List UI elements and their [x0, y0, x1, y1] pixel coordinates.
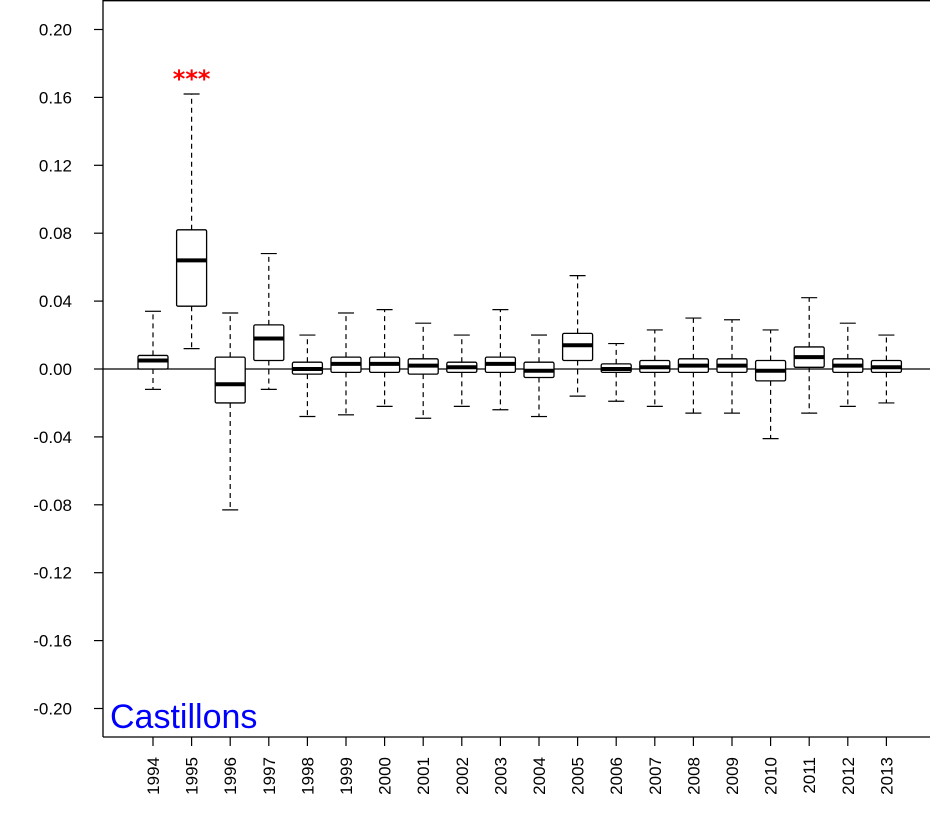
- x-tick-label: 2012: [839, 757, 858, 795]
- x-tick-label: 2000: [376, 757, 395, 795]
- x-axis: 1994 1995 1996 1997 1998 1999 2000 2001 2002 2003…: [144, 737, 896, 795]
- x-tick-label: 2013: [877, 757, 896, 795]
- y-tick-label: 0.20: [39, 21, 72, 40]
- box-2008: [677, 317, 710, 414]
- box-2013: [870, 334, 903, 404]
- box-2006: [600, 342, 632, 402]
- y-tick-label: -0.16: [33, 632, 72, 651]
- y-axis: 0.20 0.16 0.12 0.08 0.04 0.00 -0.04 -0.08 -0.12 -…: [33, 21, 103, 719]
- y-tick-label: -0.08: [33, 496, 72, 515]
- significance-marker: ***: [173, 65, 211, 93]
- x-tick-label: 2009: [723, 757, 742, 795]
- x-tick-label: 2004: [530, 757, 549, 795]
- box-1998: [291, 334, 324, 418]
- x-tick-label: 1994: [144, 757, 163, 795]
- box-body: [214, 356, 246, 404]
- box-2000: [368, 308, 401, 407]
- y-tick-label: 0.04: [39, 292, 72, 311]
- box-1994: [137, 310, 169, 390]
- y-tick-label: 0.12: [39, 156, 72, 175]
- x-tick-label: 2005: [569, 757, 588, 795]
- box-2009: [716, 319, 748, 414]
- box-2011: [793, 297, 825, 414]
- x-tick-label: 1995: [183, 757, 202, 795]
- y-tick-label: -0.12: [33, 564, 72, 583]
- box-1999: [330, 312, 362, 416]
- box-2005: [561, 275, 594, 397]
- x-tick-label: 2010: [762, 757, 781, 795]
- box-2001: [407, 322, 439, 419]
- y-tick-label: 0.08: [39, 224, 72, 243]
- x-tick-label: 2003: [491, 757, 510, 795]
- box-1997: [253, 252, 285, 390]
- box-1996: [214, 312, 246, 511]
- x-tick-label: 1999: [337, 757, 356, 795]
- x-tick-label: 2001: [414, 757, 433, 795]
- box-2012: [832, 322, 864, 407]
- y-tick-label: -0.20: [33, 700, 72, 719]
- x-tick-label: 2008: [684, 757, 703, 795]
- box-2004: [523, 334, 555, 418]
- x-tick-label: 1996: [221, 757, 240, 795]
- box-2003: [484, 308, 517, 411]
- site-label: Castillons: [110, 698, 257, 736]
- y-tick-label: 0.16: [39, 88, 72, 107]
- box-1995: ***: [173, 65, 211, 350]
- x-tick-label: 2007: [646, 757, 665, 795]
- box-series: ***: [137, 65, 903, 511]
- y-tick-label: 0.00: [39, 360, 72, 379]
- x-tick-label: 2011: [800, 757, 819, 794]
- x-tick-label: 2002: [453, 757, 472, 795]
- box-2010: [754, 329, 787, 440]
- x-tick-label: 1997: [260, 757, 279, 795]
- box-2002: [446, 334, 478, 407]
- x-tick-label: 2006: [607, 757, 626, 795]
- y-tick-label: -0.04: [33, 428, 72, 447]
- box-body: [175, 229, 208, 307]
- x-tick-label: 1998: [298, 757, 317, 795]
- box-body: [253, 324, 285, 362]
- box-2007: [639, 329, 671, 407]
